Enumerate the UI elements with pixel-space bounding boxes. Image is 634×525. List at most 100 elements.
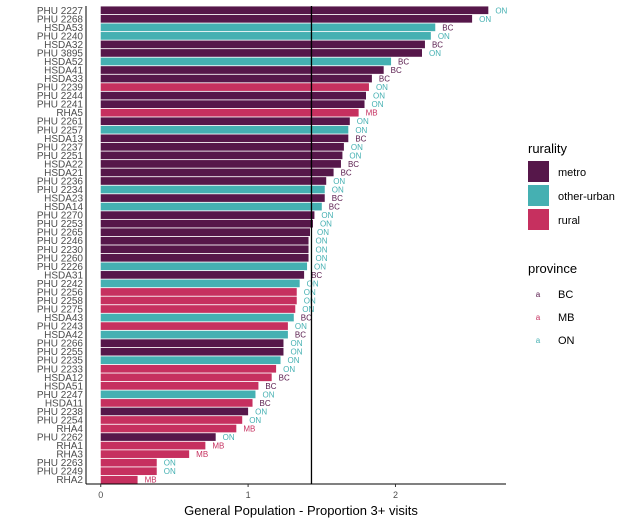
category-tick-label: PHU 2263 [37,458,84,469]
province-label: BC [260,399,271,408]
x-tick-label: 1 [246,490,251,500]
legend-swatch-metro [528,161,549,182]
category-tick-label: PHU 2242 [37,279,84,290]
x-axis-label: General Population - Proportion 3+ visit… [184,503,418,518]
category-tick-label: HSDA41 [44,66,83,77]
province-label: BC [265,382,276,391]
category-tick-label: PHU 2258 [37,296,84,307]
legend-label-BC: BC [558,289,573,301]
category-tick-label: PHU 2262 [37,433,84,444]
province-label: BC [329,203,340,212]
category-tick-label: PHU 2260 [37,253,84,264]
category-tick-label: PHU 2254 [37,415,84,426]
legend-swatch-other-urban [528,185,549,206]
category-tick-label: HSDA12 [44,373,83,384]
category-tick-label: PHU 2235 [37,356,84,367]
category-tick-label: PHU 2243 [37,322,84,333]
bar-phu-2233 [100,364,277,373]
bar-phu-2246 [100,236,309,245]
bar-phu-2241 [100,100,365,109]
province-label: BC [432,40,443,49]
bar-rha1 [100,441,206,450]
axes-layer: 0 1 2 [85,6,506,500]
category-tick-label: PHU 2257 [37,125,84,136]
province-label: ON [376,83,388,92]
bar-phu-2261 [100,117,350,126]
bar-phu-3895 [100,49,422,57]
category-tick-label: PHU 2240 [37,31,84,42]
province-label: ON [438,32,450,41]
legend-province: province a BC a MB a ON [528,261,577,347]
bar-phu-2251 [100,151,343,160]
bar-hsda51 [100,381,259,390]
province-label: ON [316,254,328,263]
province-label: ON [290,348,302,357]
province-label: ON [495,6,507,15]
category-tick-label: PHU 2249 [37,467,84,478]
category-tick-label: HSDA51 [44,381,83,392]
bar-phu-2237 [100,142,344,151]
category-tick-label: PHU 2241 [37,100,84,111]
category-tick-label: RHA1 [56,441,83,452]
category-tick-label: RHA5 [56,108,83,119]
bar-phu-2238 [100,407,249,416]
bar-phu-2247 [100,390,256,399]
province-label: ON [314,262,326,271]
province-label: BC [332,194,343,203]
province-label: ON [355,126,367,135]
bar-phu-2230 [100,245,309,254]
category-tick-label: PHU 2236 [37,176,84,187]
bar-hsda41 [100,66,384,74]
province-label: ON [295,322,307,331]
bar-phu-2270 [100,211,315,219]
category-tick-label: PHU 2244 [37,91,84,102]
bar-hsda13 [100,134,349,143]
bar-hsda43 [100,313,294,322]
bar-phu-2258 [100,296,297,305]
province-label: BC [398,57,409,66]
category-tick-label: PHU 2238 [37,407,84,418]
category-tick-label: HSDA21 [44,168,83,179]
province-label: MB [243,425,255,434]
bar-rha2 [100,475,138,484]
province-label: BC [379,75,390,84]
bar-phu-2239 [100,83,369,91]
category-tick-label: PHU 2275 [37,305,84,316]
province-label: ON [372,100,384,109]
category-tick-label: PHU 2234 [37,185,84,196]
province-label: ON [333,177,345,186]
bar-phu-2257 [100,125,349,134]
province-label: ON [164,459,176,468]
province-label: BC [311,271,322,280]
category-tick-label: PHU 2268 [37,14,84,25]
legend-label-metro: metro [558,167,586,179]
bar-phu-2236 [100,177,327,185]
category-tick-label: PHU 2270 [37,211,84,222]
bar-phu-2243 [100,322,288,330]
category-tick-label: PHU 2226 [37,262,84,273]
province-label: ON [255,407,267,416]
category-tick-label: HSDA42 [44,330,83,341]
category-tick-label: PHU 2233 [37,364,84,375]
province-label: ON [316,245,328,254]
province-label: ON [288,356,300,365]
bar-phu-2234 [100,185,325,194]
bar-phu-2227 [100,6,489,15]
category-tick-label: RHA3 [56,450,83,461]
bar-hsda23 [100,194,325,202]
bar-phu-2275 [100,305,296,313]
province-label: BC [355,134,366,143]
bar-phu-2249 [100,467,157,476]
category-tick-label: HSDA11 [45,398,84,409]
category-tick-label: PHU 2247 [37,390,84,401]
category-tick-label: PHU 3895 [37,48,84,59]
province-label: ON [373,92,385,101]
province-label: BC [301,314,312,323]
category-tick-label: HSDA43 [44,313,83,324]
category-tick-label: PHU 2261 [37,117,84,128]
bar-phu-2260 [100,253,309,262]
category-tick-label: PHU 2239 [37,83,84,94]
province-label: ON [307,279,319,288]
province-label: BC [442,23,453,32]
